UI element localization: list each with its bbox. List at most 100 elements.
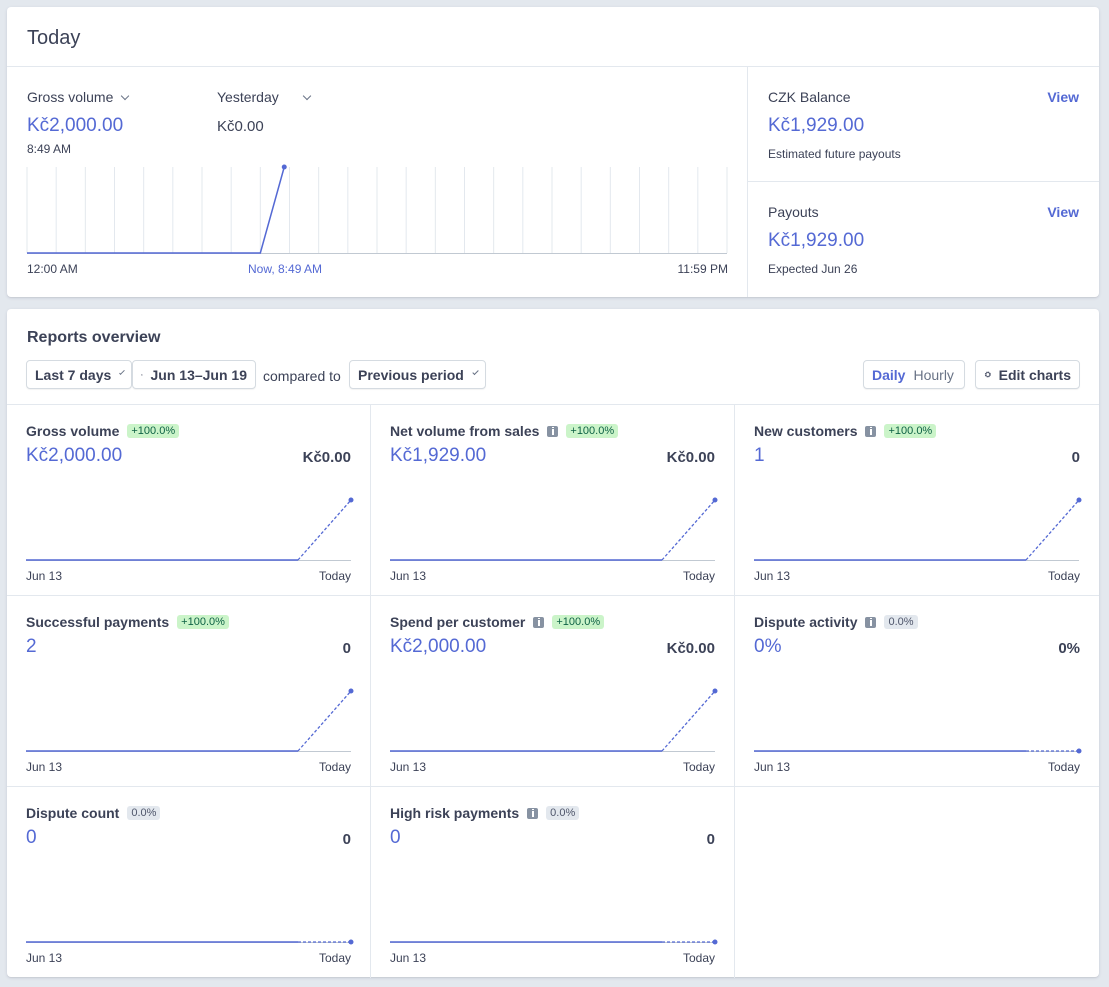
x-axis-label-start: Jun 13 [26,569,63,583]
date-range-label: Jun 13–Jun 19 [150,366,248,383]
chevron-down-icon [302,91,311,101]
metric-title-label: High risk payments [390,805,520,821]
metric-card-net-volume[interactable]: Net volume from sales +100.0% Kč1,929.00 Kč… [371,405,735,596]
metric-previous-value: Kč0.00 [666,640,715,657]
metric-title: Gross volume +100.0% [26,423,180,439]
sparkline-point [348,939,354,945]
divider [748,181,1099,182]
balance-label: CZK Balance [768,89,851,105]
gear-icon [984,371,991,378]
today-title: Today [27,27,81,49]
hourly-option[interactable]: Hourly [913,366,954,383]
metric-sparkline [754,748,1082,754]
gross-volume-label: Gross volume [27,89,114,105]
metric-value: 2 [26,636,37,657]
metric-title: High risk payments 0.0% [390,805,580,821]
payouts-label: Payouts [768,204,819,220]
sparkline-current-segment [1025,499,1080,561]
metric-card-dispute-activity[interactable]: Dispute activity 0.0% 0% 0% Jun 13 Today [735,596,1099,787]
reports-card: Reports overview Last 7 days Jun 13–Jun … [7,309,1099,978]
metric-title-label: New customers [754,423,858,439]
payouts-note: Expected Jun 26 [768,262,858,276]
metric-sparkline [390,939,718,945]
current-point [281,164,287,170]
date-range-button[interactable]: Jun 13–Jun 19 [132,360,256,389]
metric-previous-value: 0 [342,831,351,848]
sparkline-current-segment [297,690,352,752]
balance-note: Estimated future payouts [768,147,901,161]
edit-charts-button[interactable]: Edit charts [975,360,1080,389]
info-icon[interactable] [547,425,559,437]
metric-previous-value: Kč0.00 [666,449,715,466]
metric-card-dispute-count[interactable]: Dispute count 0.0% 0 0 Jun 13 Today [7,787,371,978]
gross-volume-value: Kč2,000.00 [27,115,124,136]
change-badge: +100.0% [127,424,180,438]
sparkline-point [1076,497,1082,503]
x-axis-label-start: Jun 13 [390,569,427,583]
x-axis-label-end: Today [318,951,351,965]
range-select[interactable]: Last 7 days [26,360,132,389]
payouts-value: Kč1,929.00 [768,230,865,251]
metric-title: Dispute count 0.0% [26,805,161,821]
metric-card-spend-per-customer[interactable]: Spend per customer +100.0% Kč2,000.00 Kč0.0… [371,596,735,787]
x-axis-label-end: Today [682,569,715,583]
info-icon[interactable] [865,616,877,628]
chevron-down-icon [119,368,125,375]
x-axis-label-now: Now, 8:49 AM [248,262,323,276]
today-chart [26,164,728,254]
x-axis-label-start: Jun 13 [390,760,427,774]
sparkline-point [348,497,354,503]
metric-value: 1 [754,445,765,466]
payouts-view-link[interactable]: View [1047,204,1079,220]
metric-title: Spend per customer +100.0% [390,614,605,630]
sparkline-current-segment [297,499,352,561]
compare-select[interactable]: Yesterday [217,89,311,105]
compared-to-text: compared to [263,368,341,384]
info-icon[interactable] [527,807,539,819]
metric-title: New customers +100.0% [754,423,937,439]
metric-card-successful-payments[interactable]: Successful payments +100.0% 2 0 Jun 13 Today [7,596,371,787]
metric-sparkline [26,497,354,561]
metric-value: 0 [26,827,37,848]
sparkline-point [712,939,718,945]
daily-option[interactable]: Daily [872,366,906,383]
metric-value: Kč2,000.00 [390,636,487,657]
x-axis-label-start: Jun 13 [390,951,427,965]
compare-period-select[interactable]: Previous period [349,360,486,389]
compare-period-label: Previous period [358,366,464,383]
metric-sparkline [26,939,354,945]
metric-sparkline [390,688,718,752]
granularity-toggle[interactable]: Daily Hourly [863,360,965,389]
metric-card-new-customers[interactable]: New customers +100.0% 1 0 Jun 13 Today [735,405,1099,596]
metric-sparkline [754,497,1082,561]
info-icon[interactable] [533,616,545,628]
x-axis-label-start: 12:00 AM [27,262,78,276]
gross-volume-select[interactable]: Gross volume [27,89,130,105]
x-axis-label-end: Today [318,760,351,774]
metric-title-label: Dispute count [26,805,120,821]
change-badge: +100.0% [566,424,619,438]
metric-card-high-risk-payments[interactable]: High risk payments 0.0% 0 0 Jun 13 Today [371,787,735,978]
metric-previous-value: 0 [1071,449,1080,466]
sparkline-point [348,688,354,694]
chevron-down-icon [121,91,130,101]
balance-view-link[interactable]: View [1047,89,1079,105]
metric-title-label: Dispute activity [754,614,858,630]
metric-previous-value: Kč0.00 [302,449,351,466]
calendar-icon [141,373,143,376]
x-axis-label-end: Today [1047,760,1080,774]
metric-title: Net volume from sales +100.0% [390,423,619,439]
divider [747,67,748,297]
metric-title-label: Spend per customer [390,614,526,630]
metric-card-gross-volume[interactable]: Gross volume +100.0% Kč2,000.00 Kč0.00 Jun 1… [7,405,371,596]
chevron-down-icon [472,368,479,375]
x-axis-label-start: Jun 13 [754,760,791,774]
metric-title-label: Gross volume [26,423,120,439]
x-axis-label-end: Today [1047,569,1080,583]
edit-charts-label: Edit charts [998,366,1071,383]
compare-label: Yesterday [217,89,279,105]
x-axis-label-start: Jun 13 [26,760,63,774]
x-axis-label-end: Today [318,569,351,583]
info-icon[interactable] [865,425,877,437]
change-badge: 0.0% [127,806,161,820]
